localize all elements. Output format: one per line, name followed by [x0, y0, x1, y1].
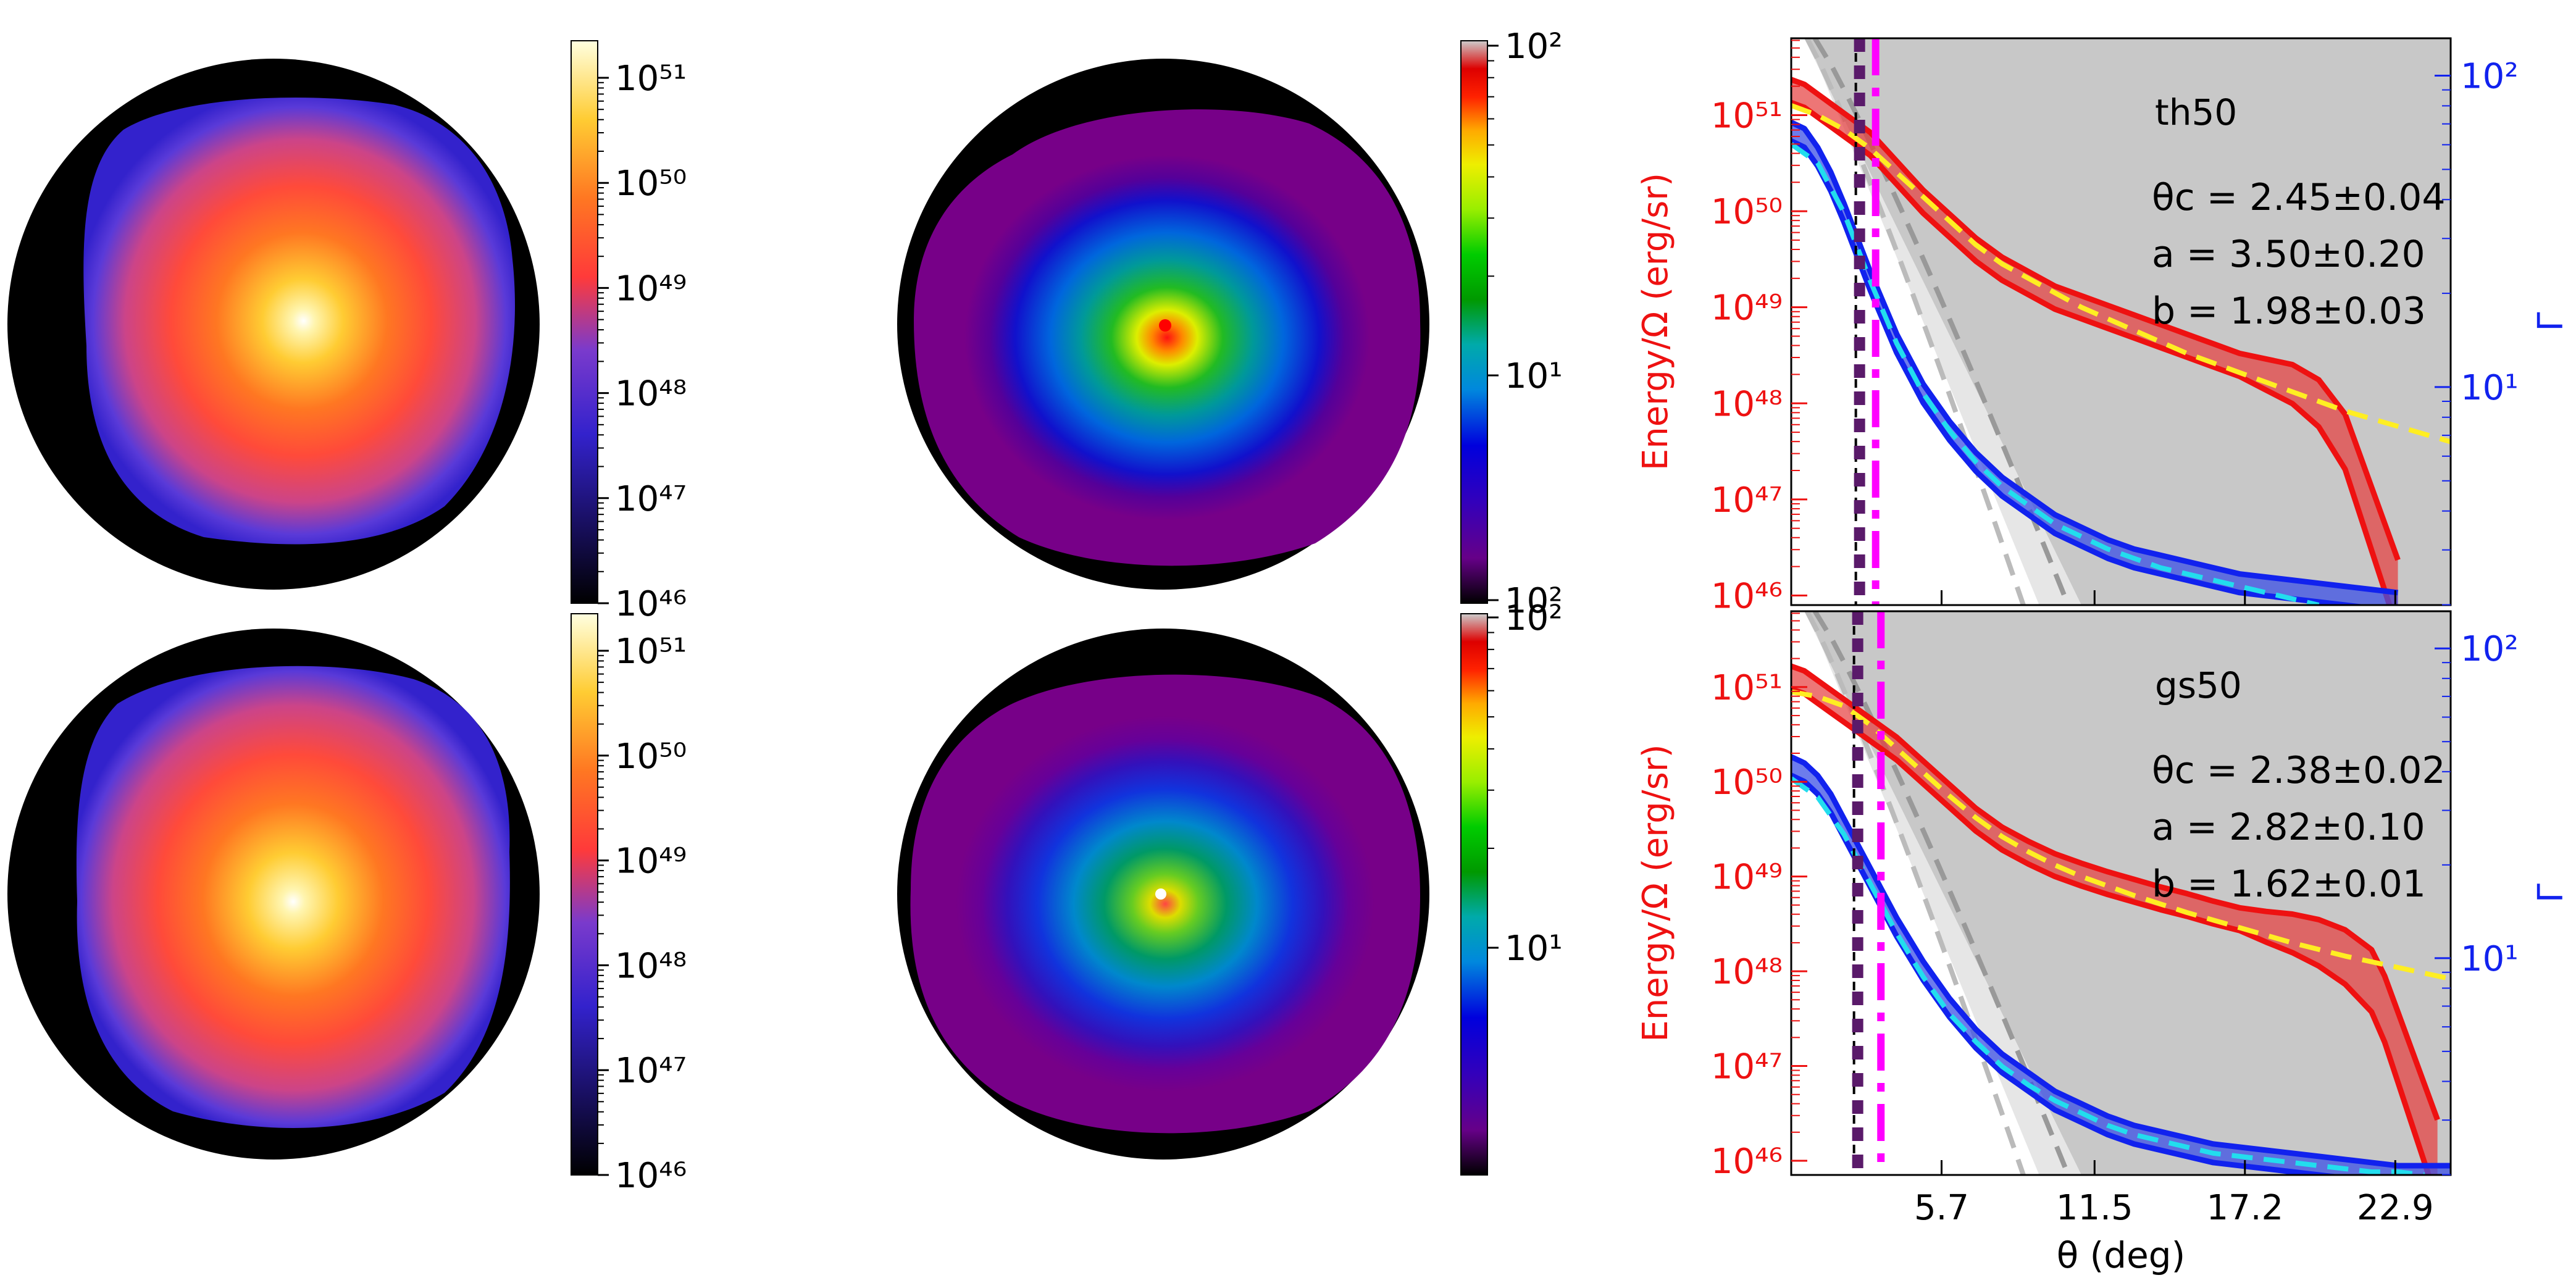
- y2-tick-label: 10¹: [2461, 939, 2519, 979]
- gamma-map-th50: [897, 59, 1429, 590]
- colorbar-tick-label: 10⁴⁸: [615, 946, 687, 986]
- y-tick-label: 10⁴⁷: [1711, 480, 1783, 520]
- colorbar-gradient: [1460, 40, 1488, 604]
- plot-area: [1791, 38, 2451, 605]
- y-tick-label: 10⁴⁹: [1711, 858, 1783, 898]
- colorbar-tick-label: 10⁵⁰: [615, 737, 687, 777]
- fit-parameter: a = 2.82±0.10: [2152, 806, 2425, 849]
- gamma-core: [1155, 888, 1166, 900]
- plot-frame: [1790, 610, 2452, 1176]
- gamma-map-gs50: [897, 629, 1429, 1160]
- y2-axis-label: Γ: [2531, 312, 2571, 331]
- gamma-distribution: [914, 109, 1421, 566]
- energy-fit-line: [1791, 103, 2451, 445]
- y-tick-label: 10⁵⁰: [1711, 763, 1783, 803]
- fit-parameter: b = 1.98±0.03: [2152, 290, 2426, 333]
- colorbar-tick-label: 10²: [1505, 27, 1563, 67]
- energy-upper: [1791, 663, 2440, 1121]
- energy-distribution: [83, 98, 516, 545]
- run-label: gs50: [2155, 664, 2242, 706]
- y2-tick-label: 10²: [2461, 57, 2519, 97]
- colorbar-tick-label: 10²: [1505, 581, 1563, 621]
- colorbar-gradient: [571, 613, 598, 1176]
- profile-plot-gs50: 10⁴⁶ 10⁴⁷ 10⁴⁸ 10⁴⁹ 10⁵⁰ 10⁵¹ 10¹ 10² Energy/Ω (…: [1636, 610, 2571, 1276]
- y2-tick-label: 10²: [2461, 629, 2519, 669]
- y-tick-label: 10⁴⁶: [1711, 1142, 1783, 1182]
- colorbar-tick-label: 10¹: [1505, 929, 1563, 969]
- energy-colorbar-top: 10⁴⁶ 10⁴⁷ 10⁴⁸ 10⁴⁹ 10⁵⁰ 10⁵¹: [571, 40, 687, 624]
- colorbar-tick-label: 10⁵¹: [615, 632, 687, 672]
- colorbar-tick-label: 10⁴⁶: [615, 1156, 687, 1196]
- colorbar-tick-label: 10⁴⁶: [615, 584, 687, 624]
- fit-parameter: θc = 2.45±0.04: [2152, 176, 2446, 219]
- fit-parameter: a = 3.50±0.20: [2152, 233, 2425, 276]
- colorbar-tick-label: 10⁴⁹: [615, 842, 687, 882]
- energy-lower: [1791, 100, 2393, 605]
- x-tick-label: 22.9: [2357, 1188, 2434, 1228]
- y-axis-label: Energy/Ω (erg/sr): [1636, 173, 1676, 470]
- colorbar-gradient: [1460, 613, 1488, 1176]
- colorbar-tick-label: 10⁵⁰: [615, 164, 687, 204]
- y-tick-label: 10⁴⁸: [1711, 952, 1783, 992]
- gamma-fit-line: [1791, 776, 2425, 1175]
- energy-distribution: [76, 666, 510, 1129]
- resolution-curve: [1805, 611, 2026, 1175]
- x-tick-label: 5.7: [1914, 1188, 1969, 1228]
- energy-fit-line: [1791, 689, 2451, 982]
- y-tick-label: 10⁵¹: [1711, 96, 1783, 136]
- energy-colorbar-bottom: 10⁴⁶ 10⁴⁷ 10⁴⁸ 10⁴⁹ 10⁵⁰ 10⁵¹: [571, 613, 687, 1196]
- run-label: th50: [2155, 91, 2237, 133]
- fit-parameter: θc = 2.38±0.02: [2152, 749, 2446, 792]
- profile-plot-th50: 10⁴⁶ 10⁴⁷ 10⁴⁸ 10⁴⁹ 10⁵⁰ 10⁵¹ 10¹ 10² Energy/Ω (…: [1636, 37, 2571, 616]
- energy-map-gs50: [7, 629, 540, 1160]
- x-tick-label: 17.2: [2206, 1188, 2283, 1228]
- colorbar-ticks: 10⁴⁶ 10⁴⁷ 10⁴⁸ 10⁴⁹ 10⁵⁰ 10⁵¹: [598, 632, 687, 1196]
- colorbar-tick-label: 10⁴⁹: [615, 269, 687, 309]
- gamma-colorbar-bottom: 10² 10¹: [1460, 598, 1563, 1176]
- y-axis-label: Energy/Ω (erg/sr): [1636, 744, 1676, 1042]
- gamma-colorbar-top: 10² 10¹ 10²: [1460, 27, 1563, 621]
- colorbar-tick-label: 10²: [1505, 598, 1563, 638]
- colorbar-tick-label: 10⁴⁸: [615, 374, 687, 414]
- colorbar-ticks: 10² 10¹: [1487, 598, 1563, 969]
- gamma-distribution: [910, 674, 1420, 1134]
- colorbar-ticks: 10⁴⁶ 10⁴⁷ 10⁴⁸ 10⁴⁹ 10⁵⁰ 10⁵¹: [598, 59, 687, 624]
- y2-axis-label: Γ: [2531, 884, 2571, 903]
- plot-area: [1791, 611, 2451, 1175]
- x-tick-label: 11.5: [2056, 1188, 2133, 1228]
- colorbar-tick-label: 10⁵¹: [615, 59, 687, 99]
- energy-band: [1791, 666, 2438, 1175]
- y-tick-label: 10⁵¹: [1711, 668, 1783, 708]
- colorbar-gradient: [571, 40, 598, 604]
- gamma-core: [1159, 319, 1171, 332]
- gamma-upper: [1791, 120, 2399, 596]
- colorbar-tick-label: 10⁴⁷: [615, 479, 687, 519]
- colorbar-tick-label: 10⁴⁷: [615, 1051, 687, 1091]
- energy-map-th50: [7, 59, 540, 590]
- y-tick-label: 10⁵⁰: [1711, 192, 1783, 232]
- fit-parameter: b = 1.62±0.01: [2152, 863, 2426, 906]
- resolution-curve: [1813, 611, 2071, 1175]
- y-tick-label: 10⁴⁷: [1711, 1047, 1783, 1087]
- colorbar-ticks: 10² 10¹ 10²: [1487, 27, 1563, 621]
- y-tick-label: 10⁴⁶: [1711, 576, 1783, 616]
- y-tick-label: 10⁴⁹: [1711, 288, 1783, 328]
- x-axis-label: θ (deg): [2057, 1234, 2186, 1276]
- gamma-fit-line: [1791, 142, 2320, 605]
- y-tick-label: 10⁴⁸: [1711, 384, 1783, 424]
- colorbar-tick-label: 10¹: [1505, 356, 1563, 396]
- y2-tick-label: 10¹: [2461, 368, 2519, 408]
